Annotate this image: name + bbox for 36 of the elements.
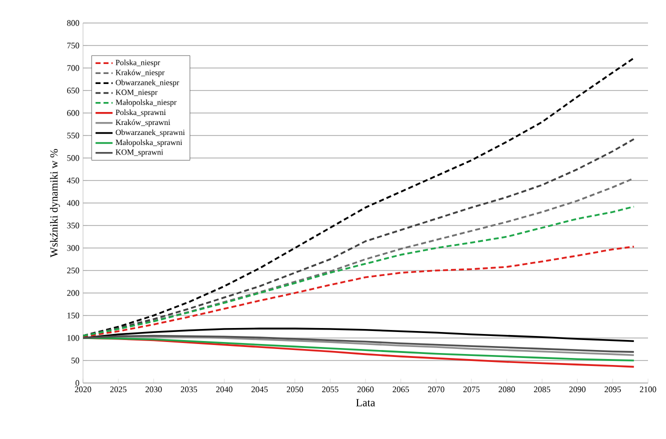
x-tick-label: 2075 [463, 386, 480, 392]
x-tick-label: 2100 [640, 386, 656, 392]
x-tick-label: 2025 [110, 386, 126, 392]
x-tick-label: 2080 [498, 386, 515, 392]
x-tick-label: 2020 [74, 386, 92, 392]
x-tick-label: 2085 [534, 386, 550, 392]
y-tick-label: 50 [71, 358, 80, 364]
x-tick-label: 2060 [357, 386, 374, 392]
y-axis-title: Wskźniki dynamiki w % [50, 149, 60, 258]
y-tick-label: 0 [76, 380, 80, 386]
y-tick-label: 400 [66, 200, 80, 206]
x-tick-label: 2070 [428, 386, 444, 392]
x-tick-label: 2055 [322, 386, 338, 392]
y-tick-label: 300 [67, 245, 80, 251]
y-tick-label: 350 [67, 222, 80, 228]
y-tick-label: 250 [67, 268, 80, 274]
y-tick-label: 500 [67, 155, 80, 161]
x-axis-title: Lata [356, 399, 376, 406]
x-tick-label: 2030 [146, 386, 162, 392]
y-tick-label: 750 [67, 42, 80, 48]
y-tick-label: 100 [68, 335, 80, 341]
x-tick-label: 2050 [286, 386, 304, 392]
x-tick-label: 2090 [569, 386, 586, 392]
x-tick-label: 2065 [392, 386, 409, 392]
x-tick-label: 2035 [180, 386, 198, 392]
y-tick-label: 200 [67, 290, 80, 296]
y-tick-label: 700 [67, 65, 80, 71]
y-tick-label: 650 [67, 88, 80, 94]
y-tick-label: 450 [66, 178, 80, 184]
y-tick-label: 150 [68, 312, 80, 318]
y-tick-label: 600 [67, 110, 80, 116]
x-tick-label: 2095 [604, 386, 621, 392]
x-tick-label: 2045 [251, 386, 268, 392]
y-tick-label: 800 [67, 20, 80, 26]
x-tick-label: 2040 [216, 386, 232, 392]
y-tick-label: 550 [67, 132, 80, 138]
